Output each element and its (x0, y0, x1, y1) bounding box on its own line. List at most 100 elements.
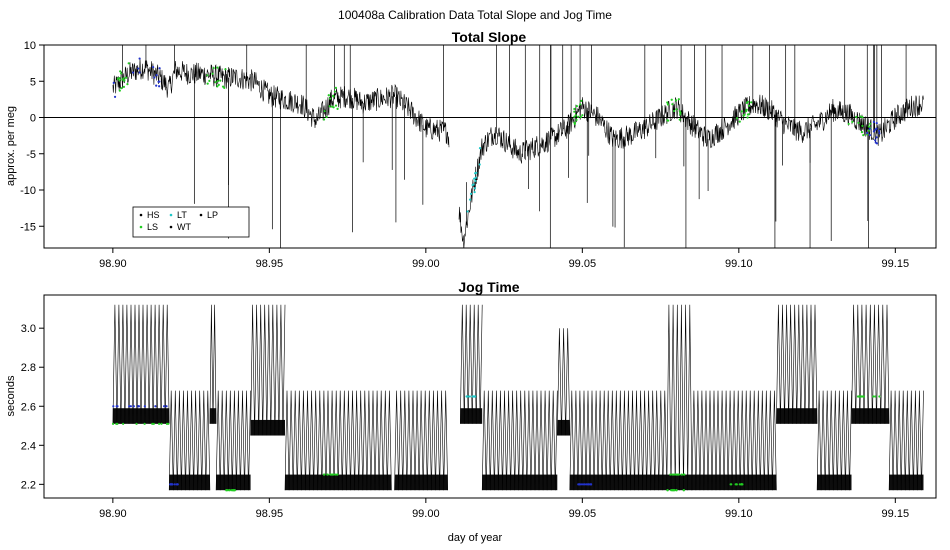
total-slope-marker (874, 139, 877, 142)
total-slope-marker (113, 95, 117, 98)
jog-time-dense-band (817, 474, 852, 491)
jog-time-y-tick-label: 3.0 (21, 323, 36, 335)
total-slope-marker (118, 79, 121, 82)
total-slope-y-tick-label: 5 (30, 76, 36, 88)
jog-time-dense-band (460, 408, 483, 424)
jog-time-dense-band (209, 408, 217, 424)
total-slope-marker (738, 120, 741, 123)
jog-time-dense-band (691, 474, 777, 491)
total-slope-marker (851, 120, 854, 123)
total-slope-marker (573, 110, 576, 113)
jog-time-marker (586, 483, 589, 486)
jog-time-series-segment (250, 304, 286, 436)
total-slope-marker (746, 113, 750, 116)
jog-time-marker (137, 405, 141, 408)
total-slope-marker (120, 72, 123, 75)
jog-time-series-segment (816, 390, 852, 491)
total-slope-marker (328, 105, 331, 108)
total-slope-plot-area (43, 44, 937, 249)
jog-time-marker (165, 405, 168, 408)
total-slope-marker (131, 71, 135, 74)
jog-time-panel: Jog Time seconds day of year 98.90 98.95 9… (5, 279, 937, 544)
total-slope-marker (217, 83, 220, 86)
jog-time-marker (143, 405, 146, 408)
total-slope-marker (666, 103, 670, 106)
jog-time-marker (226, 489, 229, 492)
jog-time-dense-band (889, 474, 924, 491)
jog-time-series-segment (284, 390, 392, 491)
total-slope-marker (473, 177, 476, 180)
jog-time-marker (675, 473, 678, 476)
jog-time-dense-band (394, 474, 448, 491)
jog-time-dense-band (569, 474, 667, 491)
total-slope-x-tick-label: 99.00 (412, 258, 440, 270)
jog-time-marker (474, 395, 477, 398)
total-slope-marker (120, 87, 123, 90)
total-slope-marker (580, 99, 583, 102)
total-slope-marker (666, 101, 669, 104)
total-slope-marker (855, 115, 858, 119)
total-slope-marker (323, 109, 326, 113)
total-slope-marker (332, 106, 335, 109)
total-slope-marker (127, 62, 130, 65)
jog-time-marker (143, 422, 146, 425)
jog-time-x-tick-label: 99.15 (882, 508, 910, 520)
figure-title: 100408a Calibration Data Total Slope and… (338, 8, 612, 22)
total-slope-marker (868, 133, 872, 137)
total-slope-marker (211, 72, 214, 75)
total-slope-marker (671, 103, 674, 106)
jog-time-marker (163, 405, 166, 408)
jog-time-dense-band (557, 419, 570, 436)
total-slope-y-tick-label: -15 (20, 221, 36, 233)
jog-time-marker (154, 405, 157, 408)
legend-label-hs: HS (147, 210, 160, 220)
total-slope-marker (155, 84, 158, 87)
total-slope-marker (862, 134, 865, 137)
total-slope-y-tick-label: 0 (30, 113, 36, 125)
total-slope-marker (214, 81, 217, 84)
jog-time-series-segment (394, 390, 448, 491)
jog-time-marker (112, 405, 115, 408)
jog-time-dense-band (776, 408, 818, 424)
total-slope-marker (579, 115, 583, 119)
total-slope-marker (581, 114, 584, 117)
total-slope-marker (667, 119, 670, 122)
total-slope-marker (469, 192, 473, 195)
legend-swatch-hs (139, 213, 143, 217)
jog-time-marker (176, 483, 179, 486)
jog-time-marker (322, 473, 326, 476)
total-slope-marker (137, 67, 140, 70)
legend-label-lt: LT (177, 210, 187, 220)
total-slope-marker (746, 116, 749, 119)
total-slope-x-tick-label: 99.05 (569, 258, 597, 270)
total-slope-marker (333, 90, 337, 93)
jog-time-series-segment (209, 304, 217, 424)
total-slope-ylabel: approx. per meg (5, 106, 17, 186)
total-slope-marker (121, 78, 124, 81)
jog-time-marker (167, 422, 170, 425)
jog-time-marker (740, 483, 744, 486)
jog-time-marker (858, 395, 861, 398)
total-slope-marker (579, 103, 582, 106)
total-slope-marker (216, 66, 219, 69)
total-slope-marker (575, 118, 578, 121)
total-slope-marker (574, 114, 577, 117)
jog-time-marker (878, 395, 881, 398)
total-slope-x-tick-label: 98.90 (99, 258, 127, 270)
jog-time-marker (675, 489, 678, 492)
jog-time-marker (672, 473, 675, 476)
jog-time-dense-band (482, 474, 558, 491)
jog-time-plot-area (43, 294, 937, 499)
jog-time-series-segment (851, 304, 890, 424)
total-slope-x-tick-label: 99.10 (725, 258, 753, 270)
total-slope-marker (868, 127, 871, 131)
total-slope-marker (473, 187, 477, 190)
total-slope-y-tick-label: 10 (24, 40, 36, 52)
jog-time-x-tick-label: 98.95 (256, 508, 284, 520)
total-slope-marker (155, 73, 158, 77)
jog-time-marker (129, 405, 132, 408)
total-slope-marker (750, 101, 753, 104)
jog-time-dense-band (216, 474, 251, 491)
total-slope-marker (742, 114, 745, 117)
